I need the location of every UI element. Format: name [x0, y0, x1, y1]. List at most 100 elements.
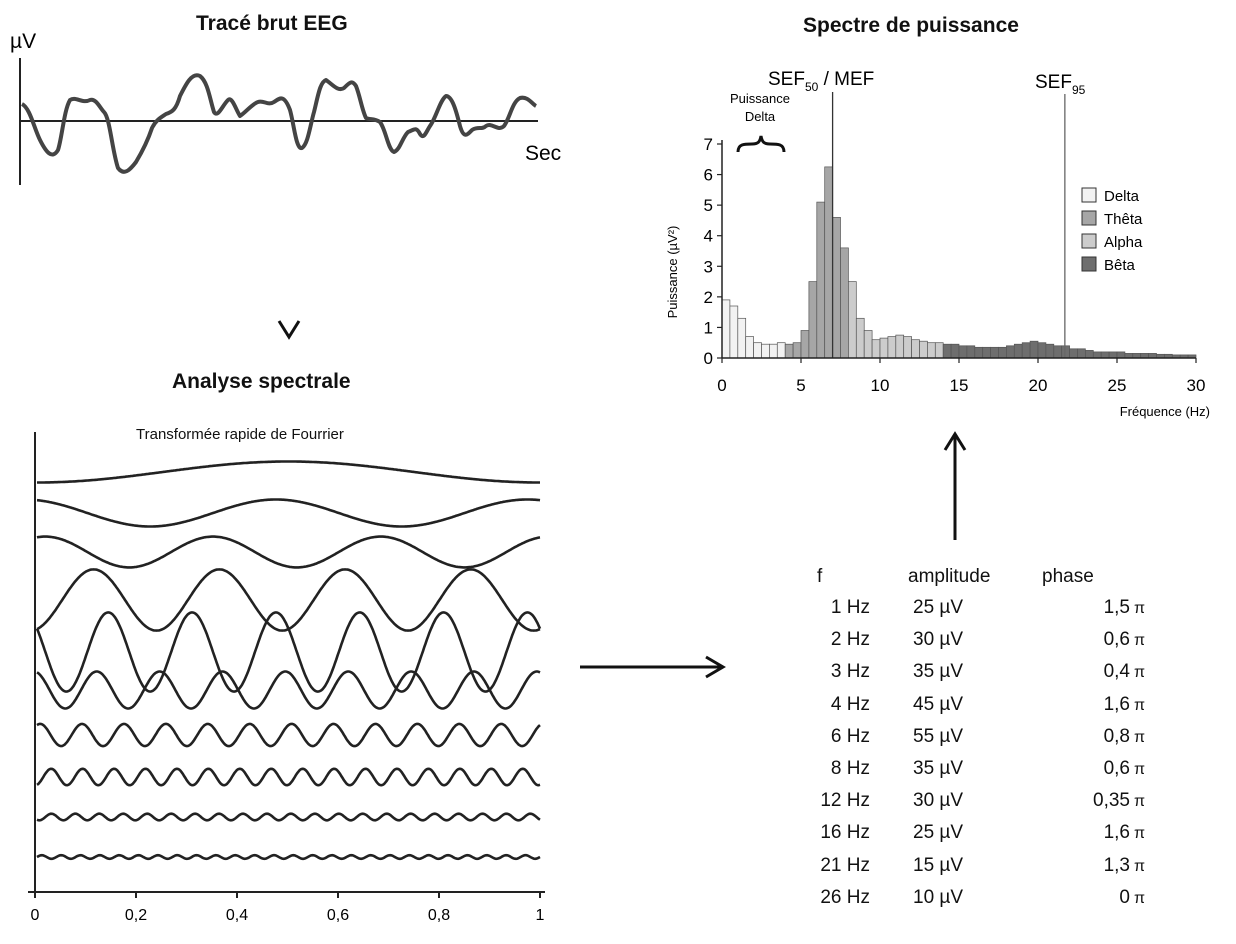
bar-bêta [942, 343, 952, 359]
sine-wave [37, 460, 540, 484]
legend-swatch [1081, 210, 1097, 226]
bar-delta [761, 343, 770, 359]
bar-bêta [1061, 345, 1070, 359]
waves-tick-label: 0 [31, 907, 40, 924]
pi-symbol: π [1134, 889, 1146, 907]
bar-bêta [1053, 345, 1063, 359]
bar-bêta [998, 346, 1007, 359]
table-cell-amplitude: 10 µV [913, 886, 964, 908]
table-cell-amplitude: 25 µV [913, 822, 964, 844]
legend-swatch [1081, 233, 1097, 249]
raw-eeg-x-unit: Sec [525, 142, 561, 165]
bar-delta [721, 299, 731, 359]
sine-wave [36, 812, 541, 822]
bar-bêta [974, 346, 984, 359]
bar-alpha [879, 337, 889, 359]
spectral-analysis-title: Analyse spectrale [172, 370, 351, 393]
bar-thêta [808, 281, 818, 359]
waves-tick-label: 0,2 [125, 907, 147, 924]
raw-eeg-trace [20, 73, 538, 174]
waves-x-ticks: 0 0,2 0,4 0,6 0,8 1 [31, 892, 545, 924]
bar-delta [745, 336, 754, 359]
delta-power-label-line2: Delta [745, 109, 776, 124]
bar-alpha [855, 317, 865, 359]
bar-thêta [816, 201, 826, 359]
pi-symbol: π [1134, 793, 1146, 811]
arrow-right-icon [580, 655, 726, 679]
table-row: 8 Hz 35 µV 0,6 π [780, 758, 1160, 788]
table-cell-amplitude: 35 µV [913, 758, 964, 779]
waves-tick-label: 0,4 [226, 907, 248, 924]
sine-wave [36, 853, 541, 861]
table-row: 21 Hz 15 µV 1,3 π [780, 855, 1160, 885]
bar-alpha [911, 339, 920, 359]
bar-delta [776, 342, 786, 359]
power-spectrum-chart: SEF50 / MEF SEF95 Puissance Delta Puissa… [665, 69, 1210, 419]
y-tick-label: 6 [704, 166, 713, 185]
table-cell-amplitude: 30 µV [913, 790, 964, 812]
bar-bêta [1092, 351, 1102, 359]
legend-label: Delta [1104, 188, 1140, 205]
bar-alpha [887, 336, 897, 359]
waves-tick-label: 0,8 [428, 907, 450, 924]
table-cell-frequency: 12 Hz [820, 790, 870, 812]
x-tick-label: 0 [717, 376, 726, 395]
table-cell-amplitude: 25 µV [913, 597, 964, 618]
bar-thêta [832, 217, 841, 359]
pi-symbol: π [1134, 728, 1146, 746]
bar-alpha [927, 342, 936, 359]
sine-wave [36, 767, 541, 787]
bar-bêta [1021, 342, 1031, 359]
arrow-up-icon [943, 431, 967, 540]
bar-delta [729, 305, 739, 359]
bar-alpha [871, 339, 881, 359]
legend-label: Bêta [1104, 257, 1136, 274]
bar-thêta [784, 343, 794, 359]
bar-bêta [1100, 351, 1110, 359]
table-row: 1 Hz 25 µV 1,5 π [780, 597, 1160, 627]
table-cell-amplitude: 35 µV [913, 661, 964, 683]
bar-delta [769, 343, 778, 359]
table-row: 2 Hz 30 µV 0,6 π [780, 629, 1160, 659]
table-cell-amplitude: 30 µV [913, 629, 964, 651]
sef95-label: SEF95 [1035, 72, 1086, 97]
bar-bêta [1013, 343, 1023, 359]
table-row: 6 Hz 55 µV 0,8 π [780, 726, 1160, 756]
bar-bêta [990, 346, 999, 359]
table-header-f: f [817, 566, 823, 587]
sef50-label: SEF50 / MEF [768, 69, 874, 94]
bar-bêta [1077, 348, 1086, 359]
raw-eeg-y-unit: µV [10, 30, 36, 53]
bar-alpha [934, 342, 944, 359]
bar-thêta [840, 247, 849, 359]
fft-subtitle: Transformée rapide de Fourrier [136, 426, 344, 443]
bar-bêta [1069, 348, 1078, 359]
bar-alpha [919, 340, 928, 359]
table-cell-amplitude: 15 µV [913, 854, 964, 876]
pi-symbol: π [1134, 825, 1146, 843]
table-cell-frequency: 1 Hz [830, 597, 870, 618]
table-cell-frequency: 3 Hz [830, 661, 870, 683]
table-row: 4 Hz 45 µV 1,6 π [780, 694, 1160, 724]
pi-symbol: π [1134, 632, 1146, 650]
y-tick-label: 3 [704, 257, 713, 276]
table-cell-phase: 0,8 [1103, 725, 1130, 747]
table-cell-phase: 1,3 [1103, 854, 1130, 876]
sine-wave [36, 498, 541, 528]
bar-bêta [1037, 342, 1047, 359]
x-tick-label: 10 [871, 376, 890, 395]
table-cell-frequency: 4 Hz [830, 693, 870, 715]
y-tick-label: 5 [704, 196, 713, 215]
sine-wave [36, 535, 541, 569]
spectrum-x-label: Fréquence (Hz) [1120, 404, 1210, 419]
pi-symbol: π [1134, 696, 1146, 714]
spectrum-legend: Delta Thêta Alpha Bêta [1081, 187, 1143, 274]
bar-alpha [903, 336, 912, 359]
bar-bêta [958, 345, 968, 359]
bar-bêta [1029, 340, 1039, 359]
pi-symbol: π [1134, 761, 1146, 778]
x-tick-label: 5 [796, 376, 805, 395]
table-cell-phase: 0,6 [1103, 629, 1130, 651]
table-cell-frequency: 2 Hz [830, 629, 870, 651]
pi-symbol: π [1134, 857, 1146, 875]
